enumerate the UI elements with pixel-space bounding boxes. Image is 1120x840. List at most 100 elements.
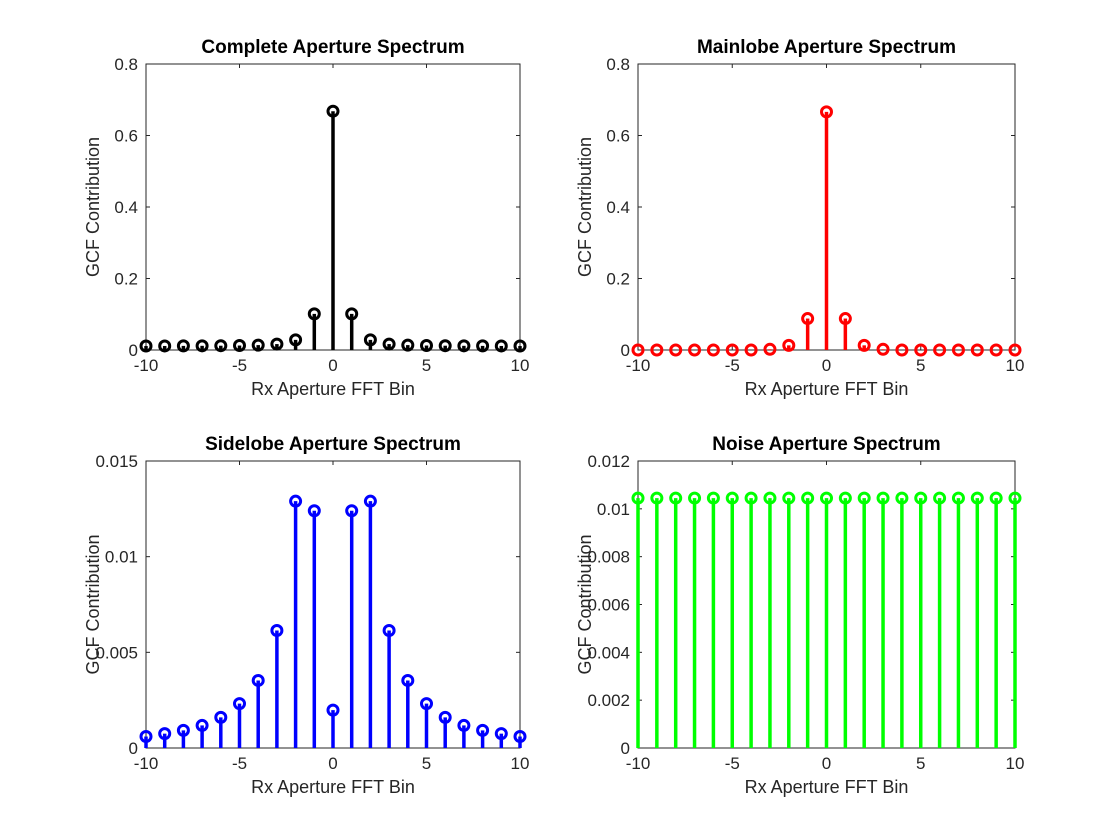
stem-marker: [951, 491, 965, 505]
stem-marker: [970, 343, 984, 357]
x-tick-label: 0: [328, 356, 337, 375]
x-tick-label: -5: [232, 356, 247, 375]
chart-title: Mainlobe Aperture Spectrum: [697, 37, 956, 58]
stem-marker: [438, 339, 452, 353]
stem-marker: [494, 339, 508, 353]
stem-marker: [933, 491, 947, 505]
x-tick-label: 5: [916, 356, 925, 375]
stem-marker: [1008, 491, 1022, 505]
x-axis-label: Rx Aperture FFT Bin: [251, 777, 415, 797]
stem-marker: [233, 339, 246, 353]
mainlobe-panel: -10 -5 0 5 10 0 0.2 0.4 0.6 0.8 Mainlobe Aperture …: [575, 37, 1024, 399]
x-tick-label: -10: [626, 356, 651, 375]
stem-marker: [326, 104, 340, 118]
stem-marker: [382, 624, 396, 638]
x-axis-label: Rx Aperture FFT Bin: [745, 379, 909, 399]
stem-marker: [270, 337, 284, 351]
stem-marker: [989, 491, 1003, 505]
stem-marker: [476, 339, 490, 353]
stem-marker: [233, 697, 246, 711]
x-tick-label: -5: [232, 754, 247, 773]
stem-marker: [345, 307, 359, 321]
x-axis-label: Rx Aperture FFT Bin: [251, 379, 415, 399]
y-tick-label: 0.01: [105, 548, 138, 567]
x-tick-label: 5: [422, 356, 431, 375]
y-tick-label: 0.015: [95, 452, 138, 471]
x-tick-label: 0: [822, 356, 831, 375]
stem-marker: [457, 718, 471, 732]
x-tick-label: 0: [328, 754, 337, 773]
stem-marker: [744, 343, 758, 357]
x-tick-label: 0: [822, 754, 831, 773]
chart-title: Sidelobe Aperture Spectrum: [205, 434, 461, 455]
stem-marker: [669, 343, 683, 357]
stem-marker: [895, 343, 909, 357]
y-tick-label: 0.2: [114, 270, 138, 289]
x-tick-label: -5: [725, 754, 740, 773]
stem-marker: [989, 343, 1003, 357]
y-tick-label: 0.012: [587, 452, 630, 471]
stem-marker: [513, 730, 527, 744]
stem-marker: [139, 730, 153, 744]
x-tick-label: 10: [1006, 754, 1025, 773]
stem-marker: [401, 673, 415, 687]
y-tick-label: 0: [129, 739, 138, 758]
stem-marker: [820, 105, 833, 119]
stem-marker: [782, 338, 796, 352]
stem-marker: [214, 339, 228, 353]
stem-marker: [706, 343, 720, 357]
y-tick-label: 0.002: [587, 691, 630, 710]
stem-marker: [725, 343, 739, 357]
stem-marker: [382, 337, 396, 351]
x-tick-label: -10: [626, 754, 651, 773]
stem-marker: [289, 333, 303, 347]
stem-marker: [139, 339, 153, 353]
stem-marker: [307, 504, 321, 518]
y-tick-label: 0: [129, 341, 138, 360]
x-axis-label: Rx Aperture FFT Bin: [745, 777, 909, 797]
y-tick-label: 0.6: [114, 127, 138, 146]
stem-marker: [970, 491, 984, 505]
x-tick-label: 10: [1006, 356, 1025, 375]
noise-panel: -10 -5 0 5 10 0 0.002 0.004 0.006 0.008 0.01 0.012 N…: [575, 434, 1024, 797]
stem-marker: [363, 494, 377, 508]
stem-marker: [763, 491, 777, 505]
y-tick-label: 0.005: [95, 643, 138, 662]
stem-marker: [363, 333, 377, 347]
complete-panel: -10 -5 0 5 10 0 0.2 0.4 0.6 0.8 Complete Aperture …: [83, 37, 529, 399]
chart-title: Noise Aperture Spectrum: [712, 434, 940, 455]
stem-marker: [289, 494, 303, 508]
stem-marker: [326, 703, 340, 717]
stem-marker: [1008, 343, 1022, 357]
stem-marker: [914, 343, 928, 357]
x-tick-label: -5: [725, 356, 740, 375]
y-tick-label: 0.8: [114, 55, 138, 74]
stem-marker: [270, 624, 284, 638]
chart-title: Complete Aperture Spectrum: [201, 37, 464, 58]
stem-marker: [650, 491, 664, 505]
y-tick-label: 0.004: [587, 643, 630, 662]
y-tick-label: 0.008: [587, 548, 630, 567]
y-tick-label: 0.006: [587, 596, 630, 615]
stem-marker: [688, 343, 702, 357]
stem-marker: [782, 491, 796, 505]
x-tick-label: -10: [134, 356, 159, 375]
stem-marker: [214, 710, 228, 724]
stem-marker: [688, 491, 702, 505]
y-tick-label: 0.2: [606, 270, 630, 289]
sidelobe-panel: -10 -5 0 5 10 0 0.005 0.01 0.015 Sidelobe Apertur…: [83, 434, 529, 797]
stem-marker: [195, 339, 209, 353]
stem-marker: [513, 339, 527, 353]
stem-marker: [951, 343, 965, 357]
stem-marker: [669, 491, 683, 505]
stem-marker: [476, 723, 490, 737]
x-tick-label: 10: [511, 754, 530, 773]
x-tick-label: 5: [422, 754, 431, 773]
stem-marker: [933, 343, 947, 357]
stem-marker: [650, 343, 664, 357]
stem-marker: [914, 491, 928, 505]
stem-marker: [820, 491, 833, 505]
stem-marker: [895, 491, 909, 505]
stem-marker: [725, 491, 739, 505]
